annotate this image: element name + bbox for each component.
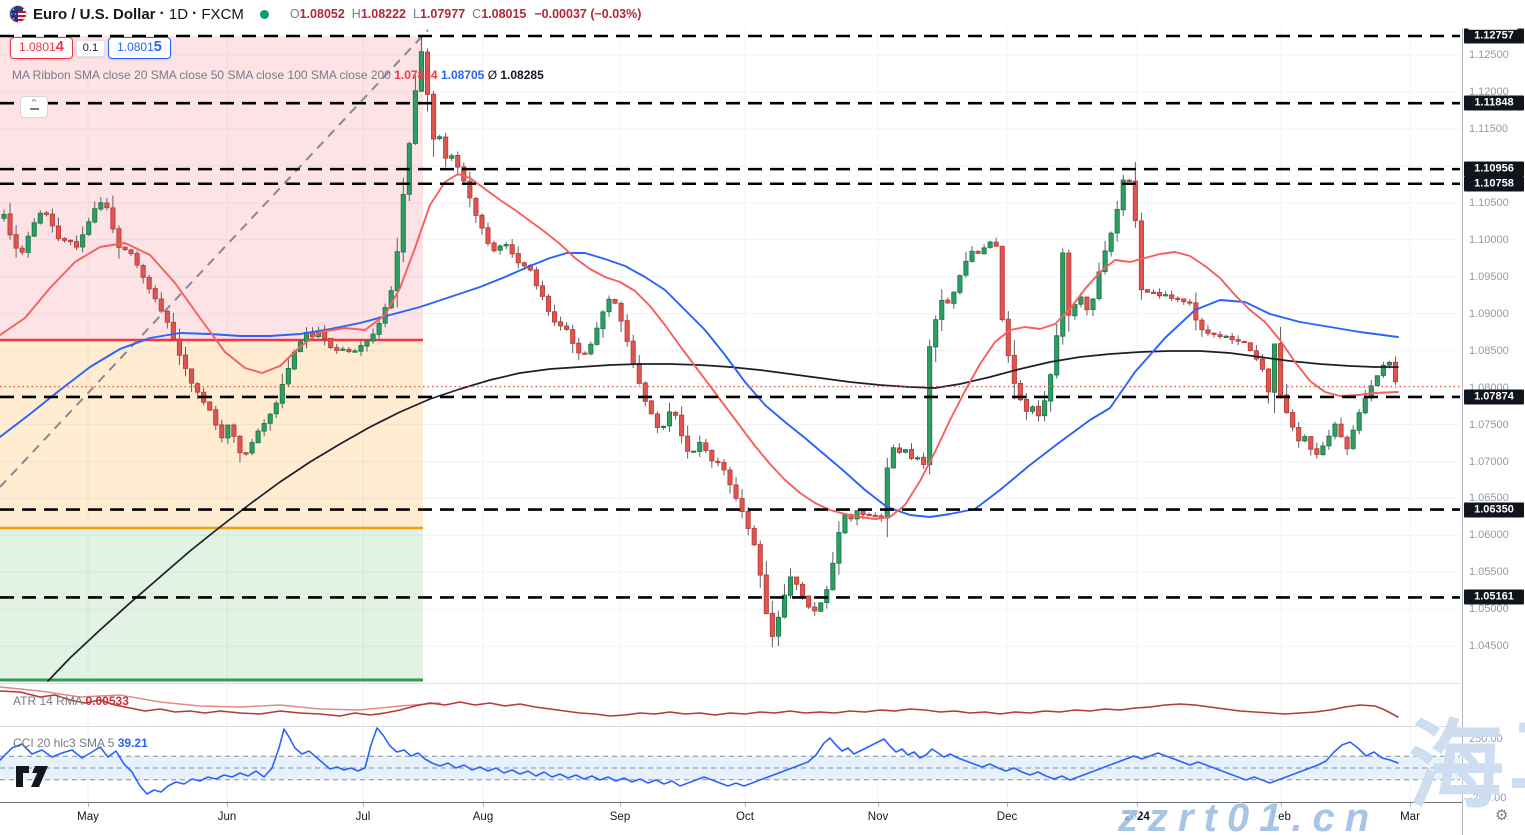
- atr-value: 0.00533: [85, 694, 129, 708]
- time-tick: [88, 803, 89, 807]
- time-label: Feb: [1271, 811, 1291, 823]
- time-tick: [1007, 803, 1008, 807]
- atr-label: ATR 14 RMA: [13, 694, 83, 708]
- price-tick-label: 1.05500: [1469, 566, 1509, 579]
- price-tick-label: 1.04500: [1469, 640, 1509, 653]
- ma-value-1: 1.07884: [394, 68, 438, 82]
- buy-button[interactable]: 1.0801 5: [108, 37, 171, 59]
- ohlc-key: L: [413, 7, 420, 21]
- buy-price: 1.0801: [117, 40, 154, 54]
- time-label: Jul: [355, 811, 371, 823]
- cci-pane: [0, 727, 1460, 795]
- ma-average-value: 1.08285: [500, 68, 544, 82]
- time-label: Jun: [217, 811, 237, 823]
- price-level-label: 1.10758: [1464, 176, 1524, 192]
- time-label: Dec: [996, 811, 1018, 823]
- time-tick: [483, 803, 484, 807]
- price-tick-label: 1.10500: [1469, 196, 1509, 209]
- trendline: [0, 29, 429, 488]
- time-tick: [745, 803, 746, 807]
- position-tool-zones: [0, 29, 429, 682]
- sell-button[interactable]: 1.0801 4: [10, 37, 73, 59]
- cci-tick-label: 250.00: [1469, 732, 1503, 745]
- time-tick: [620, 803, 621, 807]
- ohlc-key: C: [472, 7, 482, 21]
- ohlc-key: H: [351, 7, 361, 21]
- price-level-label: 1.05161: [1464, 589, 1524, 605]
- chart-header: Euro / U.S. Dollar · 1D · FXCM O1.08052 H…: [0, 0, 1525, 28]
- grid: [0, 28, 1460, 802]
- price-tick-label: 1.07000: [1469, 455, 1509, 468]
- timeframe-selector[interactable]: 1D: [168, 5, 189, 23]
- cci-tick-label: 0.00: [1469, 762, 1491, 774]
- time-tick: [1281, 803, 1282, 807]
- ohlc-value: 1.08015: [481, 7, 527, 21]
- cci-legend[interactable]: CCI 20 hlc3 SMA 5 39.21: [13, 736, 148, 750]
- ohlc-value: 1.08052: [299, 7, 345, 21]
- price-tick-label: 1.09500: [1469, 270, 1509, 283]
- time-tick: [227, 803, 228, 807]
- order-panel: 1.0801 4 0.1 1.0801 5: [10, 37, 171, 59]
- collapse-pane-button[interactable]: ⌃: [20, 96, 48, 118]
- scale-settings-gear-icon[interactable]: ⚙: [1495, 807, 1509, 824]
- price-tick-label: 1.05000: [1469, 603, 1509, 616]
- time-label: Nov: [867, 811, 889, 823]
- cci-tick-label: -250.00: [1469, 791, 1507, 804]
- time-tick: [878, 803, 879, 807]
- price-tick-label: 1.12500: [1469, 49, 1509, 61]
- time-tick: [1410, 803, 1411, 807]
- price-tick-label: 1.08500: [1469, 344, 1509, 357]
- atr-pane: [0, 686, 1399, 718]
- price-tick-label: 1.07500: [1469, 418, 1509, 431]
- time-label: Aug: [472, 811, 494, 823]
- ma-ribbon-lines: [0, 173, 1399, 682]
- cci-label: CCI 20 hlc3 SMA 5: [13, 736, 115, 750]
- ma-ribbon-label: MA Ribbon SMA close 20 SMA close 50 SMA …: [12, 68, 391, 82]
- price-tick-label: 1.11500: [1469, 122, 1508, 135]
- ohlc-values: O1.08052 H1.08222 L1.07977 C1.08015 −0.00037…: [283, 7, 642, 21]
- price-tick-label: 1.12000: [1469, 85, 1509, 98]
- ma-ribbon-legend[interactable]: MA Ribbon SMA close 20 SMA close 50 SMA …: [12, 68, 544, 82]
- time-label: 2024: [1124, 811, 1150, 823]
- cci-value: 39.21: [117, 736, 148, 750]
- price-level-label: 1.07874: [1464, 389, 1524, 405]
- market-status-dot: [259, 9, 269, 19]
- time-label: May: [77, 811, 99, 823]
- time-axis[interactable]: May Jun Jul Aug Sep Oct Nov Dec 2024 Feb Mar: [0, 802, 1462, 835]
- price-tick-label: 1.10000: [1469, 233, 1509, 246]
- time-label: Mar: [1400, 811, 1420, 823]
- price-scale[interactable]: USD ⌄ ⚙ 1.125001.120001.115001.105001.10…: [1462, 0, 1525, 835]
- atr-legend[interactable]: ATR 14 RMA 0.00533: [13, 694, 129, 708]
- level-lines: [0, 34, 1462, 599]
- symbol-title[interactable]: Euro / U.S. Dollar: [33, 5, 156, 23]
- time-tick: [363, 803, 364, 807]
- eurusd-pair-flag-icon: [9, 5, 27, 23]
- price-tick-label: 1.09000: [1469, 307, 1509, 320]
- spread-value: 0.1: [75, 39, 106, 57]
- price-level-label: 1.12757: [1464, 28, 1524, 44]
- tradingview-logo[interactable]: [15, 763, 49, 791]
- time-label: Oct: [736, 811, 754, 823]
- sell-price: 1.0801: [19, 40, 56, 54]
- ohlc-value: 1.07977: [419, 7, 466, 21]
- price-tick-label: 1.06000: [1469, 529, 1509, 542]
- exchange-label: FXCM: [201, 5, 244, 23]
- ohlc-key: O: [289, 7, 300, 21]
- price-tick-label: 1.06500: [1469, 492, 1509, 505]
- change-value: −0.00037 (−0.03%): [534, 7, 642, 21]
- time-label: Sep: [609, 811, 631, 823]
- price-level-label: 1.10956: [1464, 161, 1524, 177]
- price-level-label: 1.06350: [1464, 502, 1524, 518]
- price-chart-canvas[interactable]: [0, 0, 1462, 835]
- ohlc-value: 1.08222: [360, 7, 407, 21]
- price-level-label: 1.11848: [1464, 95, 1524, 111]
- ma-value-2: 1.08705: [440, 68, 485, 82]
- time-tick: [1137, 803, 1138, 807]
